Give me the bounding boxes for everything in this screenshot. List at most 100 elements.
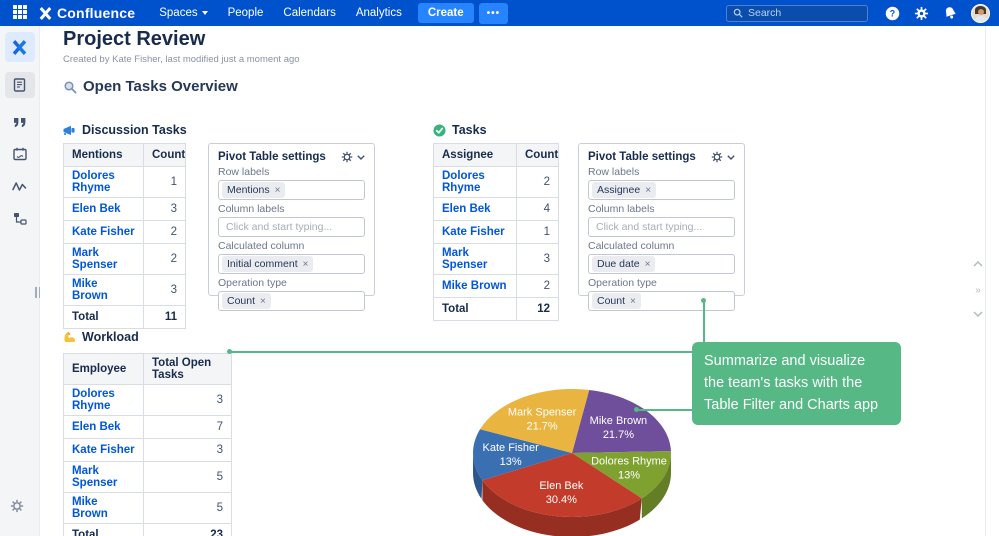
count-cell: 3	[516, 243, 559, 275]
nav-item-analytics[interactable]: Analytics	[355, 7, 402, 19]
sidebar-item-pages[interactable]	[4, 72, 35, 98]
nav-item-spaces[interactable]: Spaces	[159, 7, 208, 19]
connector-dot	[227, 349, 232, 354]
count-cell: 2	[143, 220, 186, 244]
pivot-field-input[interactable]: Click and start typing...	[588, 217, 735, 237]
column-header: Employee	[63, 353, 144, 385]
user-link[interactable]: Mike Brown	[63, 492, 144, 524]
pivot-field-label: Row labels	[588, 166, 640, 178]
field-token[interactable]: Count ×	[222, 293, 271, 309]
table-row: Mike Brown 3	[63, 274, 186, 306]
table-row: Dolores Rhyme 3	[63, 384, 232, 416]
user-link[interactable]: Mike Brown	[433, 274, 517, 298]
field-token[interactable]: Initial comment ×	[222, 256, 314, 272]
more-button[interactable]: •••	[478, 2, 509, 24]
field-token[interactable]: Count ×	[592, 293, 641, 309]
user-link[interactable]: Kate Fisher	[63, 220, 144, 244]
user-link[interactable]: Elen Bek	[433, 197, 517, 221]
space-settings-gear-icon[interactable]	[10, 499, 24, 518]
confluence-logo-icon[interactable]	[39, 6, 52, 20]
scroll-down-icon[interactable]	[971, 308, 985, 320]
count-cell: 4	[516, 197, 559, 221]
pivot-field-input[interactable]: Count ×	[218, 291, 365, 311]
user-link[interactable]: Dolores Rhyme	[433, 166, 517, 198]
user-link[interactable]: Elen Bek	[63, 415, 144, 439]
pivot-field-input[interactable]: Assignee ×	[588, 180, 735, 200]
column-header: Total Open Tasks	[143, 353, 232, 385]
remove-token-icon[interactable]: ×	[302, 258, 309, 270]
pivot-field-label: Calculated column	[588, 240, 675, 252]
field-token[interactable]: Assignee ×	[592, 182, 657, 198]
user-link[interactable]: Dolores Rhyme	[63, 384, 144, 416]
search-input[interactable]	[748, 7, 848, 19]
gear-icon[interactable]	[341, 151, 353, 163]
remove-token-icon[interactable]: ×	[260, 295, 266, 307]
nav-item-people[interactable]: People	[227, 7, 264, 19]
table-row: Mark Spenser 2	[63, 243, 186, 275]
field-placeholder: Click and start typing...	[596, 221, 703, 233]
field-token[interactable]: Due date ×	[592, 256, 656, 272]
sidebar-item-calendar[interactable]	[7, 142, 33, 166]
pivot-settings-panel-tasks: Pivot Table settings Row labels Assignee × C…	[578, 143, 745, 311]
remove-token-icon[interactable]: ×	[645, 184, 652, 196]
connector-line-pivot	[703, 300, 705, 343]
user-link[interactable]: Mark Spenser	[63, 461, 144, 493]
count-cell: 7	[143, 415, 232, 439]
left-sidebar	[0, 26, 40, 536]
chevron-down-icon[interactable]	[357, 154, 365, 160]
chevron-down-icon[interactable]	[727, 154, 735, 160]
brand-name[interactable]: Confluence	[57, 5, 136, 21]
connector-line-workload	[229, 351, 693, 353]
pie-slice	[572, 389, 671, 453]
count-cell: 2	[143, 243, 186, 275]
user-link[interactable]: Mark Spenser	[433, 243, 517, 275]
search-box[interactable]	[726, 4, 868, 22]
user-link[interactable]: Elen Bek	[63, 197, 144, 221]
user-link[interactable]: Kate Fisher	[63, 438, 144, 462]
sidebar-item-space-tree[interactable]	[7, 206, 33, 230]
remove-token-icon[interactable]: ×	[274, 184, 281, 196]
user-link[interactable]: Mark Spenser	[63, 243, 144, 275]
nav-item-calendars[interactable]: Calendars	[283, 7, 336, 19]
column-header: Count	[516, 143, 559, 167]
table-row: Elen Bek 4	[433, 197, 559, 221]
create-button[interactable]: Create	[417, 3, 474, 23]
field-token[interactable]: Mentions ×	[222, 182, 286, 198]
remove-token-icon[interactable]: ×	[630, 295, 636, 307]
remove-token-icon[interactable]: ×	[644, 258, 651, 270]
pivot-field-label: Column labels	[588, 203, 655, 215]
page-content: Project Review Created by Kate Fisher, l…	[40, 26, 985, 536]
sidebar-item-confluence-home[interactable]	[4, 32, 35, 62]
pie-slice-name: Mark Spenser	[508, 406, 577, 418]
count-cell: 3	[143, 384, 232, 416]
sidebar-item-analytics[interactable]	[7, 174, 33, 198]
notification-bell-icon[interactable]	[942, 5, 959, 22]
user-avatar[interactable]	[971, 3, 990, 23]
user-link[interactable]: Mike Brown	[63, 274, 144, 306]
page-byline: Created by Kate Fisher, last modified ju…	[63, 54, 300, 65]
promo-callout: Summarize and visualize the team's tasks…	[692, 342, 901, 425]
section-heading: Open Tasks Overview	[63, 78, 238, 95]
table-row: Kate Fisher 1	[433, 220, 559, 244]
pivot-field-input[interactable]: Mentions ×	[218, 180, 365, 200]
pivot-field-input[interactable]: Due date ×	[588, 254, 735, 274]
search-icon	[733, 8, 743, 18]
user-link[interactable]: Dolores Rhyme	[63, 166, 144, 198]
pivot-field-input[interactable]: Initial comment ×	[218, 254, 365, 274]
discussion-table: Mentions Count Dolores Rhyme 1 Elen Bek 3 Kate…	[63, 143, 186, 329]
app-switcher-icon[interactable]	[13, 5, 29, 21]
scroll-up-icon[interactable]	[971, 258, 985, 270]
table-row: Dolores Rhyme 1	[63, 166, 186, 198]
column-header: Mentions	[63, 143, 144, 167]
column-header: Assignee	[433, 143, 517, 167]
pivot-field-input[interactable]: Count ×	[588, 291, 735, 311]
total-row: Total 12	[433, 297, 559, 321]
help-icon[interactable]: ?	[884, 5, 901, 22]
pivot-field-input[interactable]: Click and start typing...	[218, 217, 365, 237]
tree-icon	[13, 212, 27, 225]
sidebar-item-blog[interactable]	[7, 110, 33, 134]
user-link[interactable]: Kate Fisher	[433, 220, 517, 244]
settings-gear-icon[interactable]	[913, 5, 930, 22]
gear-icon[interactable]	[711, 151, 723, 163]
collapse-right-icon[interactable]: »	[975, 284, 981, 296]
